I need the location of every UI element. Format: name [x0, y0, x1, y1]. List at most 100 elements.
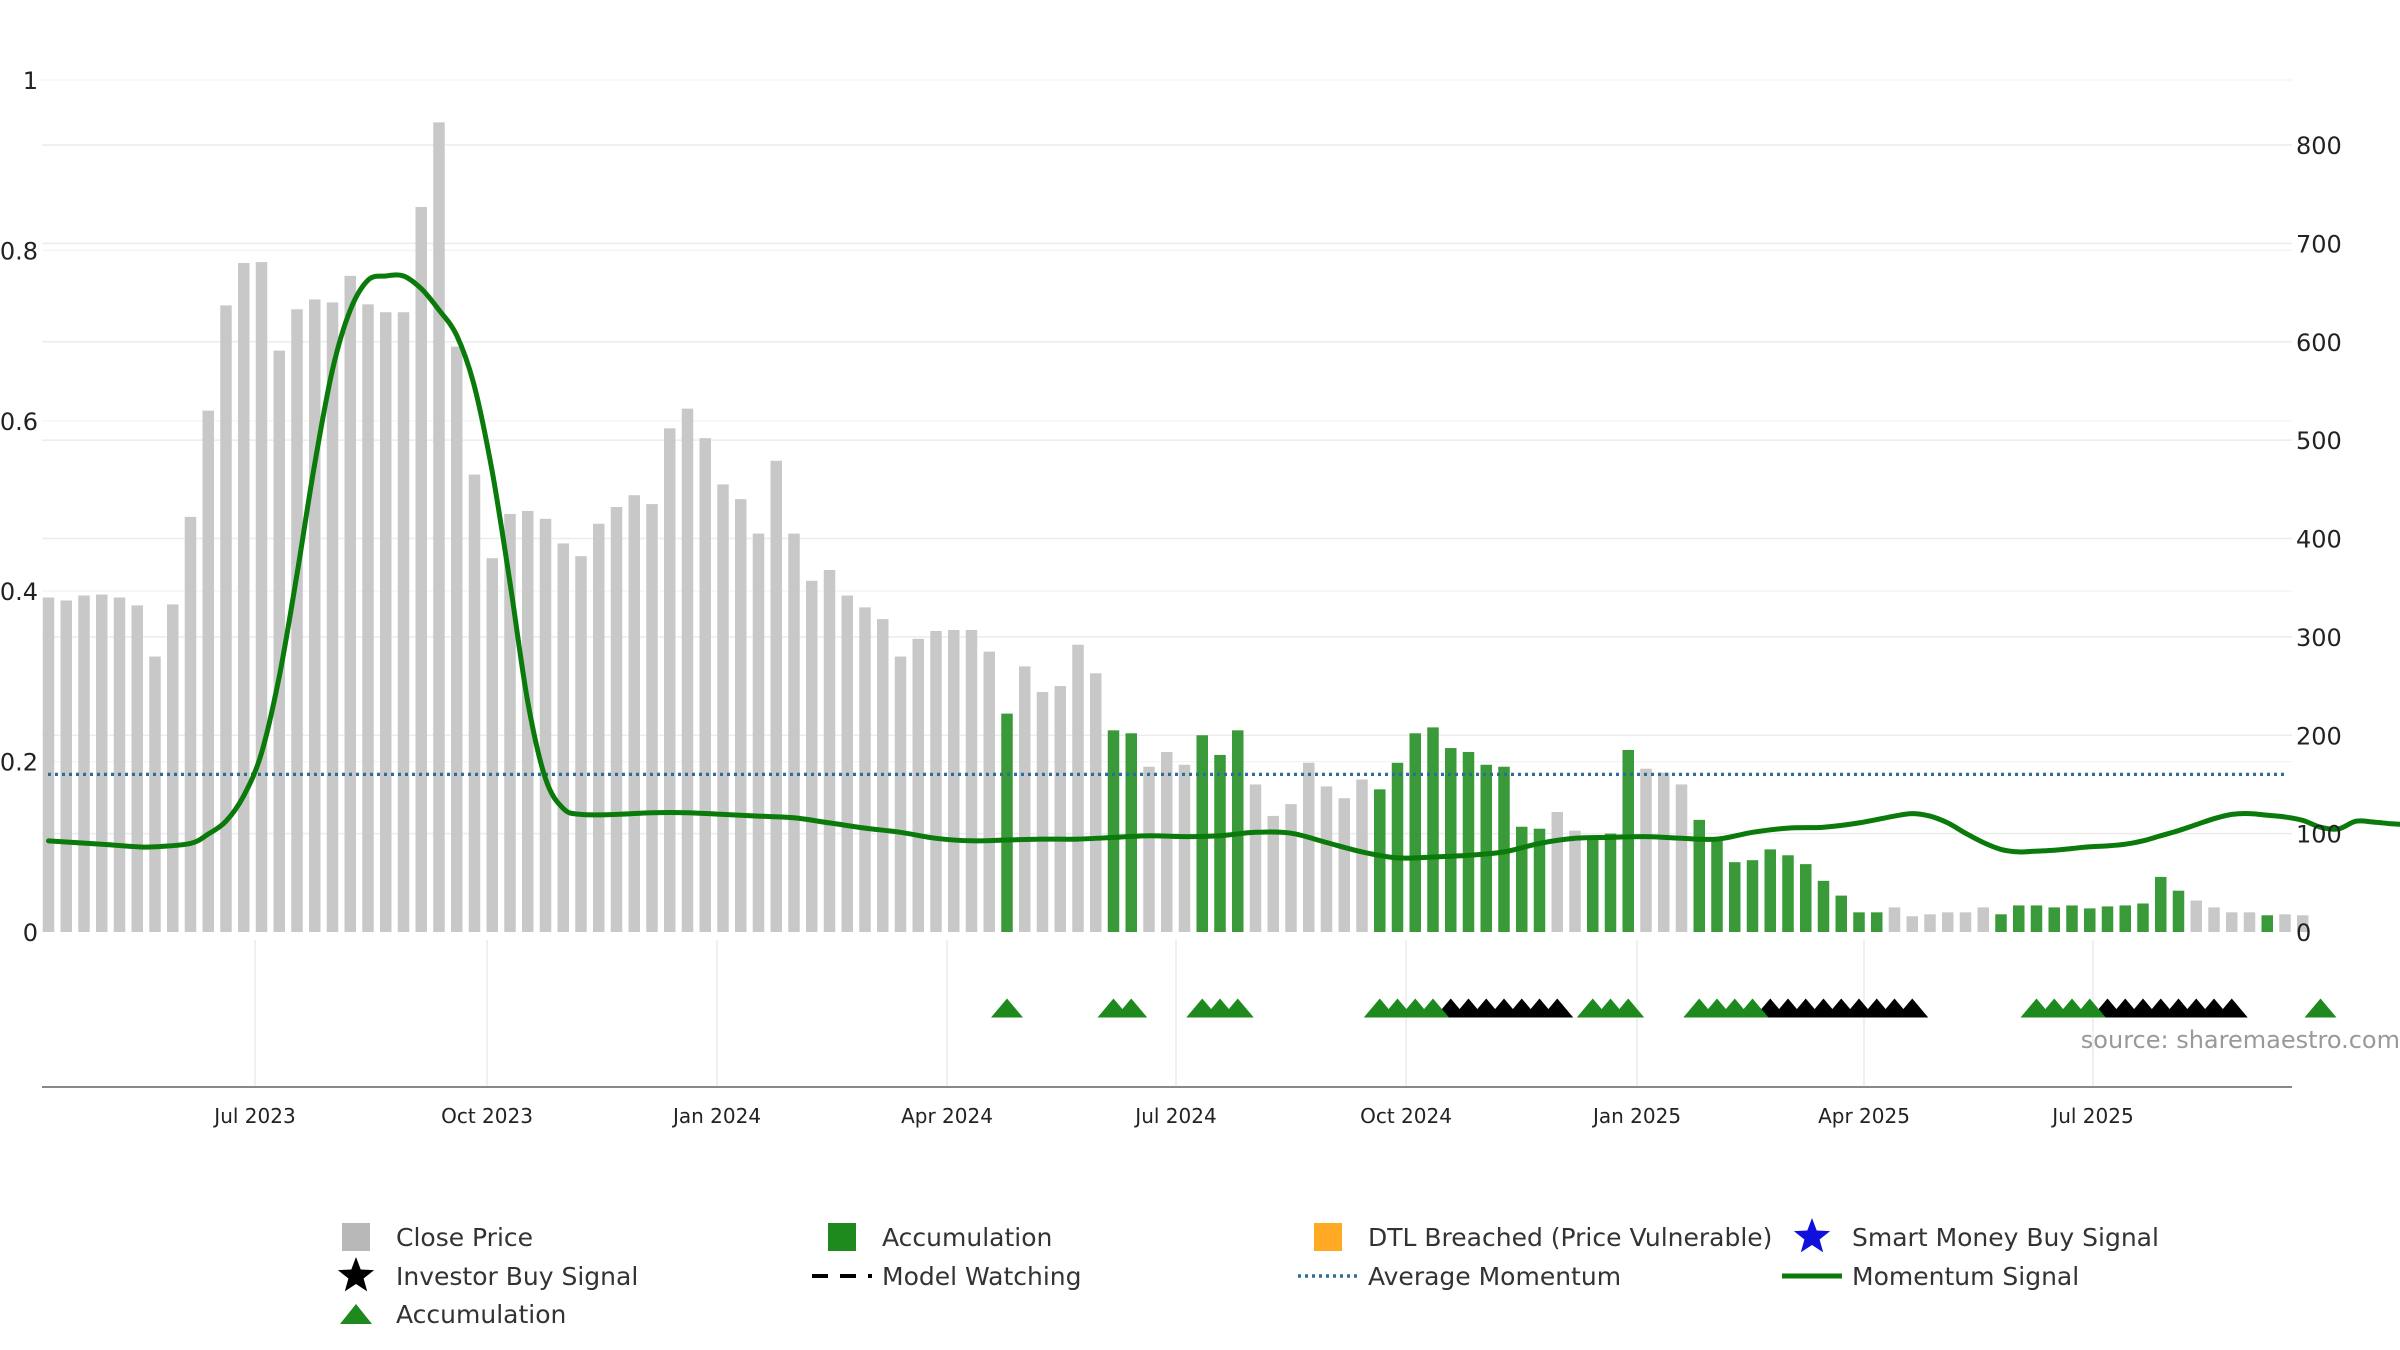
accumulation-bar — [1516, 826, 1528, 932]
close-price-bar — [131, 605, 143, 932]
close-price-bar — [1640, 768, 1652, 932]
right-axis-tick-label: 200 — [2296, 722, 2342, 750]
legend-label: DTL Breached (Price Vulnerable) — [1368, 1223, 1772, 1252]
accumulation-bar — [1693, 819, 1705, 932]
close-price-bar — [202, 410, 214, 932]
legend-item: Average Momentum — [1298, 1262, 1621, 1291]
close-price-bar — [415, 206, 427, 932]
accumulation-bar — [2137, 903, 2149, 932]
close-price-bar — [1267, 815, 1279, 932]
accumulation-bar — [1445, 748, 1457, 932]
right-axis-tick-label: 500 — [2296, 427, 2342, 455]
close-price-bar — [380, 312, 392, 932]
close-price-bar — [2297, 915, 2309, 932]
legend-label: Smart Money Buy Signal — [1852, 1223, 2159, 1252]
legend-item: Accumulation — [340, 1300, 566, 1329]
x-axis-tick-label: Oct 2024 — [1360, 1104, 1452, 1128]
close-price-bar — [96, 594, 108, 932]
accumulation-bar — [1391, 762, 1404, 932]
close-price-bar — [2208, 907, 2220, 932]
close-price-bar — [788, 533, 800, 932]
close-price-bar — [113, 597, 126, 932]
close-price-bar — [1906, 916, 1918, 932]
close-price-bar — [1249, 784, 1262, 932]
accumulation-bar — [2172, 890, 2185, 932]
x-axis-tick-label: Apr 2024 — [901, 1104, 993, 1128]
close-price-bar — [1959, 912, 1972, 932]
left-axis-tick-label: 0.8 — [0, 237, 38, 265]
legend-label: Average Momentum — [1368, 1262, 1621, 1291]
close-price-bar — [273, 350, 285, 932]
close-price-bar — [60, 600, 72, 932]
accumulation-signal-marker — [1736, 998, 1769, 1018]
legend-item: Investor Buy Signal — [337, 1257, 638, 1292]
close-price-bar — [1019, 666, 1031, 932]
close-price-bar — [1036, 691, 1049, 932]
close-price-bar — [557, 543, 569, 932]
close-price-bar — [2190, 900, 2202, 932]
legend-square-icon — [342, 1223, 370, 1251]
close-price-bar — [770, 460, 782, 932]
close-price-bar — [983, 651, 995, 932]
accumulation-signal-marker — [1115, 998, 1148, 1018]
close-price-bar — [1178, 764, 1191, 932]
accumulation-bar — [1587, 837, 1599, 932]
right-axis-tick-label: 0 — [2296, 919, 2311, 947]
close-price-bar — [344, 275, 356, 932]
accumulation-bar — [1622, 750, 1634, 932]
x-axis-tick-label: Jul 2023 — [212, 1104, 295, 1128]
close-price-bar — [628, 495, 640, 932]
legend-square-icon — [828, 1223, 856, 1251]
accumulation-bar — [2013, 905, 2025, 932]
accumulation-bar — [1835, 895, 1847, 932]
left-axis-tick-label: 0 — [23, 919, 38, 947]
close-price-bar — [948, 629, 960, 932]
x-axis-tick-label: Oct 2023 — [441, 1104, 533, 1128]
legend-item: Accumulation — [828, 1223, 1052, 1252]
accumulation-bar — [1409, 733, 1421, 932]
accumulation-bar — [1374, 789, 1386, 932]
accumulation-bar — [2261, 915, 2273, 932]
close-price-bar — [2226, 912, 2238, 932]
close-price-bar — [1143, 766, 1155, 932]
accumulation-bar — [1711, 840, 1723, 932]
close-price-bar — [486, 558, 498, 932]
close-price-bar — [2279, 914, 2291, 932]
legend: Close Price Accumulation DTL Breached (Pri… — [337, 1218, 2159, 1329]
legend-label: Close Price — [396, 1223, 533, 1252]
investor-signal-marker — [1896, 998, 1929, 1018]
close-price-bar — [664, 428, 676, 932]
legend-label: Accumulation — [882, 1223, 1052, 1252]
right-axis-tick-label: 300 — [2296, 624, 2342, 652]
accumulation-bar — [1462, 751, 1475, 932]
x-axis-tick-label: Jan 2025 — [1591, 1104, 1681, 1128]
close-price-bar — [1658, 772, 1670, 932]
signal-markers — [991, 998, 2337, 1018]
legend-item: Model Watching — [812, 1262, 1082, 1291]
legend-triangle-icon — [340, 1304, 372, 1324]
close-price-bar — [1569, 830, 1581, 932]
accumulation-bar — [2155, 876, 2167, 932]
close-price-bar — [752, 533, 765, 932]
right-axis-tick-label: 800 — [2296, 132, 2342, 160]
close-price-bar — [220, 305, 232, 932]
close-price-bar — [912, 638, 924, 932]
close-price-bar — [823, 569, 836, 932]
accumulation-signal-marker — [991, 998, 1023, 1018]
accumulation-bar — [1995, 914, 2007, 932]
close-price-bar — [894, 656, 907, 932]
close-price-bar — [699, 438, 711, 932]
close-price-bar — [1072, 644, 1084, 932]
left-axis-tick-label: 0.2 — [0, 749, 38, 777]
grid-layer — [42, 79, 2292, 1086]
legend-star-icon — [1793, 1218, 1831, 1253]
legend-label: Accumulation — [396, 1300, 566, 1329]
close-price-bar — [717, 484, 729, 932]
close-price-bar — [2243, 912, 2256, 932]
legend-item: DTL Breached (Price Vulnerable) — [1314, 1223, 1772, 1252]
close-price-bar — [681, 408, 694, 932]
accumulation-signal-marker — [1221, 998, 1254, 1018]
close-price-bar — [78, 595, 90, 932]
close-price-bar — [167, 604, 179, 932]
legend-item: Momentum Signal — [1782, 1262, 2079, 1291]
